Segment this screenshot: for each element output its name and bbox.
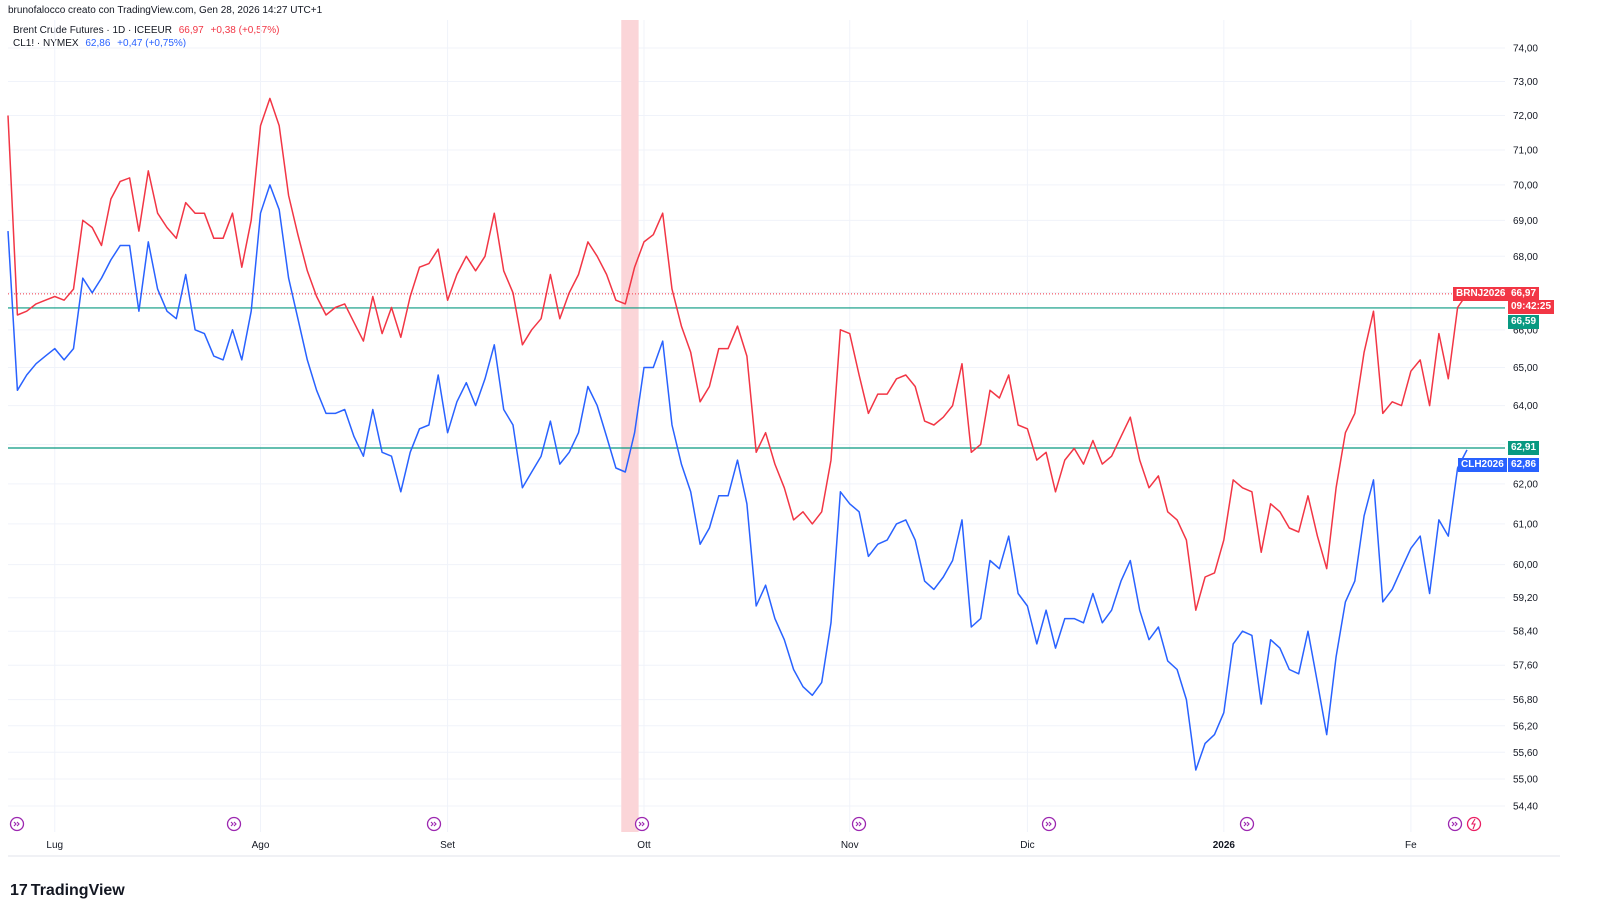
badge-green-line-high: 66,59 — [1508, 314, 1540, 329]
y-tick-label: 70,00 — [1513, 180, 1538, 191]
y-tick-label: 62,00 — [1513, 479, 1538, 490]
legend-change-cl1: +0,47 (+0,75%) — [117, 38, 187, 49]
event-marker-ring — [851, 816, 867, 832]
y-tick-label: 64,00 — [1513, 401, 1538, 412]
lightning-bolt — [1471, 818, 1476, 830]
x-tick-label: Ago — [252, 840, 270, 851]
x-tick-label: Set — [440, 840, 455, 851]
y-tick-label: 54,40 — [1513, 802, 1538, 813]
horizontal-lines — [8, 293, 1505, 449]
y-tick-label: 61,00 — [1513, 519, 1538, 530]
badge-cl-price: 62,86 — [1508, 457, 1540, 472]
event-marker-arrows — [1243, 821, 1250, 827]
y-tick-label: 73,00 — [1513, 77, 1538, 88]
event-marker-arrows — [855, 821, 862, 827]
series-lines — [7, 97, 1468, 771]
badge-brent-countdown: 09:42:25 — [1508, 299, 1555, 314]
event-marker-ring — [1041, 816, 1057, 832]
y-tick-label: 69,00 — [1513, 216, 1538, 227]
y-tick-label: 71,00 — [1513, 145, 1538, 156]
event-marker-ring — [1447, 816, 1463, 832]
y-tick-label: 56,20 — [1513, 721, 1538, 732]
event-marker-icon[interactable] — [1041, 816, 1057, 832]
badge-brent-ticker: BRNJ2026 — [1453, 286, 1509, 301]
x-tick-label: Nov — [841, 840, 859, 851]
legend-title-cl1: CL1! · NYMEX — [13, 38, 79, 49]
event-marker-icon[interactable] — [1239, 816, 1255, 832]
series-line-cl1 — [7, 184, 1468, 771]
legend-row-brent[interactable]: Brent Crude Futures · 1D · ICEEUR 66,97 … — [13, 25, 279, 36]
event-marker-arrows — [1045, 821, 1052, 827]
y-tick-label: 66,00 — [1513, 325, 1538, 336]
y-tick-label: 74,00 — [1513, 44, 1538, 55]
tradingview-logo-text: TradingView — [30, 882, 125, 899]
event-marker-icon[interactable] — [9, 816, 25, 832]
highlight-band — [621, 20, 639, 832]
y-tick-label: 59,20 — [1513, 593, 1538, 604]
event-marker-ring — [9, 816, 25, 832]
y-axis: 54,40 55,00 55,60 56,20 56,80 57,60 58,40 59,20… — [1513, 44, 1538, 813]
event-marker-icon[interactable] — [1447, 816, 1463, 832]
y-tick-label: 57,60 — [1513, 661, 1538, 672]
y-tick-label: 55,60 — [1513, 748, 1538, 759]
y-tick-label: 58,40 — [1513, 627, 1538, 638]
legend-row-cl1[interactable]: CL1! · NYMEX 62,86 +0,47 (+0,75%) — [13, 38, 186, 49]
y-tick-label: 72,00 — [1513, 111, 1538, 122]
event-marker-icon[interactable] — [426, 816, 442, 832]
grid — [8, 20, 1560, 857]
badge-brent-price: 66,97 — [1508, 286, 1540, 301]
x-tick-label: Lug — [46, 840, 63, 851]
legend-value-cl1: 62,86 — [85, 38, 111, 49]
tradingview-logo-icon: 17 — [10, 882, 28, 899]
legend-change-brent: +0,38 (+0,57%) — [210, 25, 280, 36]
event-marker-ring — [634, 816, 650, 832]
chart-header: brunofalocco creato con TradingView.com,… — [8, 5, 323, 16]
event-marker-ring — [1239, 816, 1255, 832]
y-tick-label: 65,00 — [1513, 363, 1538, 374]
event-marker-icon[interactable] — [226, 816, 242, 832]
x-axis: Lug Ago Set Ott Nov Dic 2026 Fe — [46, 840, 1417, 851]
event-marker-arrows — [638, 821, 645, 827]
event-marker-icon[interactable] — [634, 816, 650, 832]
event-markers — [9, 816, 1482, 832]
event-marker-ring — [226, 816, 242, 832]
lightning-marker-icon[interactable] — [1466, 816, 1482, 832]
event-marker-icon[interactable] — [851, 816, 867, 832]
y-tick-label: 56,80 — [1513, 695, 1538, 706]
x-tick-label: 2026 — [1213, 840, 1236, 851]
event-marker-arrows — [230, 821, 237, 827]
event-marker-arrows — [13, 821, 20, 827]
x-tick-label: Dic — [1020, 840, 1034, 851]
event-marker-arrows — [1451, 821, 1458, 827]
x-tick-label: Ott — [637, 840, 651, 851]
y-tick-label: 55,00 — [1513, 774, 1538, 785]
series-line-brent — [7, 97, 1468, 611]
event-marker-arrows — [430, 821, 437, 827]
tradingview-logo[interactable]: 17 TradingView — [10, 882, 125, 900]
legend-value-brent: 66,97 — [178, 25, 204, 36]
badge-green-line-low: 62,91 — [1508, 440, 1540, 455]
event-marker-ring — [426, 816, 442, 832]
legend-title-brent: Brent Crude Futures · 1D · ICEEUR — [13, 25, 172, 36]
y-tick-label: 60,00 — [1513, 560, 1538, 571]
y-tick-label: 68,00 — [1513, 252, 1538, 263]
badge-cl-ticker: CLH2026 — [1458, 457, 1507, 472]
x-tick-label: Fe — [1405, 840, 1417, 851]
